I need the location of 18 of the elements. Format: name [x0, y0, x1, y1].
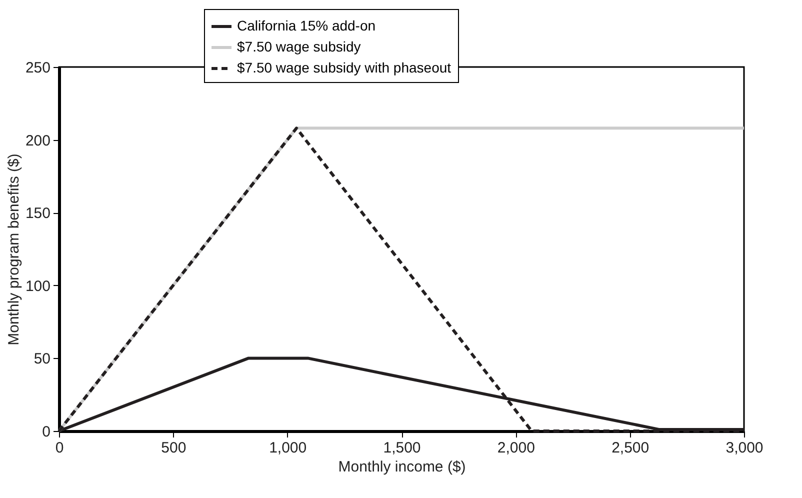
- y-tick-label: 100: [25, 278, 50, 295]
- x-tick-label: 1,000: [269, 440, 307, 456]
- y-tick-label: 50: [34, 350, 50, 368]
- legend-label: California 15% add-on: [237, 18, 376, 34]
- y-tick-label: 250: [25, 60, 50, 76]
- y-axis-title: Monthly program benefits ($): [5, 154, 22, 346]
- x-tick-label: 500: [161, 440, 186, 456]
- x-tick-label: 1,500: [383, 440, 421, 456]
- x-axis-title: Monthly income ($): [338, 458, 466, 476]
- legend-label: $7.50 wage subsidy: [237, 38, 361, 54]
- y-tick-label: 0: [42, 424, 50, 440]
- x-tick-label: 3,000: [726, 440, 764, 456]
- x-tick-label: 0: [55, 440, 64, 456]
- legend-label: $7.50 wage subsidy with phaseout: [237, 60, 452, 76]
- x-tick-label: 2,500: [612, 440, 650, 456]
- y-tick-label: 200: [25, 132, 50, 150]
- x-tick-label: 2,000: [497, 440, 535, 456]
- y-tick-label: 150: [25, 205, 50, 222]
